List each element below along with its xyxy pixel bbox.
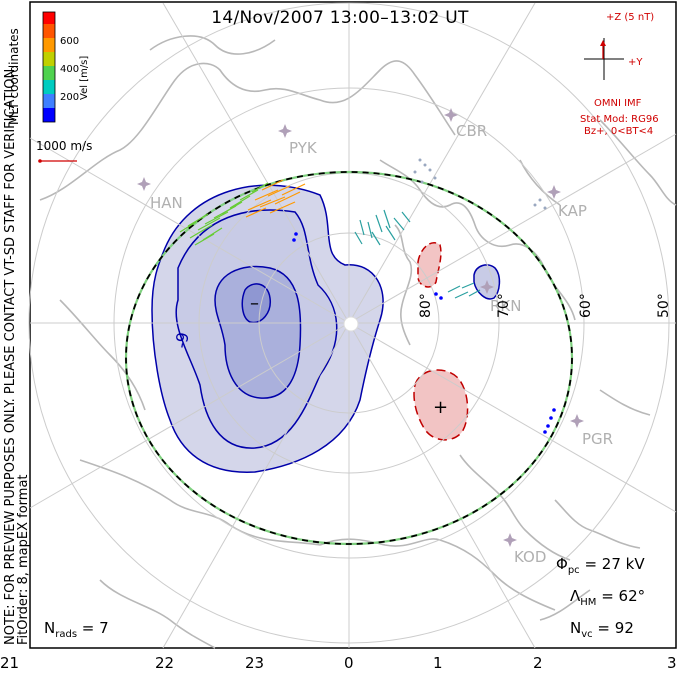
imf-source: OMNI IMF xyxy=(594,98,642,109)
scale-vector-label: 1000 m/s xyxy=(36,139,93,153)
lat-label-50: 50° xyxy=(656,293,672,318)
mlt-tick-21: 21 xyxy=(0,654,20,672)
imf-model-line2: Bz+, 0<BT<4 xyxy=(584,126,654,137)
potential-max-marker: + xyxy=(433,397,448,418)
stat-n-vc-symbol: Nvc = xyxy=(570,619,610,640)
vectors-orange xyxy=(245,179,306,218)
station-rkn xyxy=(480,280,494,294)
imf-dial xyxy=(584,38,624,80)
colorbar-tick-600: 600 xyxy=(60,36,80,47)
station-cbr xyxy=(444,108,458,122)
station-label-kap: KAP xyxy=(558,202,587,220)
plot-frame xyxy=(29,1,677,649)
velocity-colorbar xyxy=(42,11,56,123)
stat-n-rads-value: 7 xyxy=(99,619,109,637)
positive-contour-small xyxy=(417,241,442,288)
heppner-maynard-boundary xyxy=(124,170,574,546)
negative-contour-3 xyxy=(214,265,302,399)
lat-label-80: 80° xyxy=(418,293,434,318)
positive-potential-cells xyxy=(413,241,469,441)
stat-n-rads-symbol: Nrads = xyxy=(44,619,95,640)
mlt-tick-23: 23 xyxy=(245,654,265,672)
stat-lambda-hm-value: 62° xyxy=(618,587,646,605)
imf-magnitude-label: +Z (5 nT) xyxy=(606,12,655,23)
station-label-kod: KOD xyxy=(514,548,546,566)
map-title: 14/Nov/2007 13:00–13:02 UT xyxy=(211,8,469,28)
stat-phi-pc-value: 27 kV xyxy=(601,555,645,573)
lat-label-60: 60° xyxy=(578,293,594,318)
station-kod xyxy=(503,533,517,547)
station-pyk xyxy=(278,124,292,138)
stat-lambda-hm: ΛHM = 62° xyxy=(570,587,645,608)
station-label-pgr: PGR xyxy=(582,430,613,448)
mlt-tick-0: 0 xyxy=(344,654,354,672)
stat-phi-pc-symbol: Φpc = xyxy=(556,555,598,576)
vectors-green xyxy=(179,182,269,246)
station-label-cbr: CBR xyxy=(456,122,487,140)
station-han xyxy=(137,177,151,191)
stat-phi-pc: Φpc = 27 kV xyxy=(556,555,645,576)
vectors-gray-dots xyxy=(413,158,547,210)
colorbar-tick-400: 400 xyxy=(60,64,80,75)
colorbar-label: Vel [m/s] xyxy=(79,55,90,100)
mlt-tick-22: 22 xyxy=(155,654,175,672)
lat-mlt-grid xyxy=(28,2,677,649)
mlt-tick-3: 3 xyxy=(667,654,677,672)
pole-marker xyxy=(343,316,359,332)
stat-n-vc: Nvc = 92 xyxy=(570,619,634,640)
lat-label-70: 70° xyxy=(496,293,512,318)
colorbar-tick-200: 200 xyxy=(60,92,80,103)
vectors-blue xyxy=(292,232,556,434)
scale-vector xyxy=(38,159,77,163)
station-markers xyxy=(137,108,584,547)
positive-contour-large xyxy=(413,369,469,441)
stat-lambda-hm-symbol: ΛHM = xyxy=(570,587,614,608)
station-label-rkn: RKN xyxy=(490,297,521,315)
imf-y-label: +Y xyxy=(628,57,643,68)
stat-n-vc-value: 92 xyxy=(614,619,634,637)
stat-n-rads: Nrads = 7 xyxy=(44,619,109,640)
station-label-pyk: PYK xyxy=(289,139,318,157)
fit-order-note: FitOrder: 8, mapEX format xyxy=(16,474,31,645)
potential-min-marker: – xyxy=(250,293,259,314)
negative-potential-cell xyxy=(151,184,384,473)
imf-model-line1: Stat Mod: RG96 xyxy=(580,114,659,125)
station-pgr xyxy=(570,414,584,428)
station-label-han: HAN xyxy=(150,194,183,212)
mlt-tick-1: 1 xyxy=(433,654,443,672)
vectors-teal xyxy=(354,209,481,299)
negative-contour-inner xyxy=(241,283,271,324)
velocity-vectors xyxy=(179,158,556,434)
contour-label: -9 xyxy=(171,331,192,350)
station-kap xyxy=(547,185,561,199)
mlt-tick-2: 2 xyxy=(533,654,543,672)
